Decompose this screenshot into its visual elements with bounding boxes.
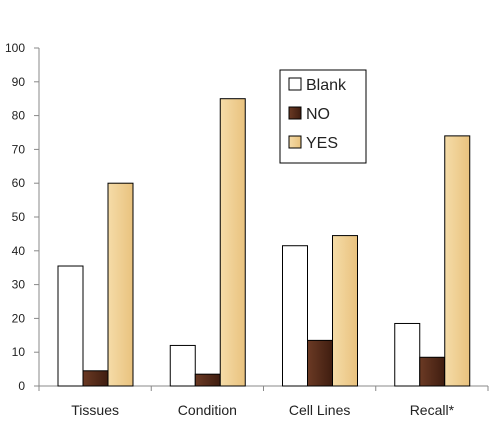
x-category-label: Condition — [178, 402, 237, 418]
x-category-label: Tissues — [71, 402, 119, 418]
bar-blank-recall- — [394, 322, 421, 387]
bar-yes-condition — [219, 98, 246, 387]
legend-label-yes: YES — [306, 135, 338, 152]
legend-swatch-no — [288, 106, 302, 120]
bar-yes-tissues — [107, 182, 134, 387]
bar-blank-cell-lines — [282, 245, 308, 387]
bar-no-condition — [194, 373, 221, 387]
y-tick-label: 10 — [12, 345, 26, 359]
y-axis: 0 10 20 30 40 50 60 70 80 90 100 — [5, 41, 40, 393]
x-axis: Tissues Condition Cell Lines Recall* — [38, 385, 489, 418]
legend-swatch-blank — [288, 77, 302, 91]
y-tick-label: 70 — [12, 142, 26, 156]
legend: Blank NO YES — [279, 69, 367, 164]
bar-yes-cell-lines — [332, 235, 358, 387]
y-tick-label: 90 — [12, 75, 26, 89]
bar-blank-tissues — [57, 265, 84, 387]
bar-no-tissues — [82, 370, 109, 387]
y-tick-label: 0 — [18, 379, 25, 393]
legend-label-blank: Blank — [306, 77, 347, 94]
y-tick-label: 60 — [12, 176, 26, 190]
y-tick-label: 30 — [12, 278, 26, 292]
legend-label-no: NO — [306, 106, 330, 123]
y-tick-label: 80 — [12, 109, 26, 123]
bar-yes-recall- — [444, 135, 471, 387]
y-tick-label: 20 — [12, 311, 26, 325]
bars — [57, 98, 471, 387]
bar-blank-condition — [169, 344, 196, 387]
bar-no-cell-lines — [307, 339, 333, 387]
y-tick-label: 100 — [5, 41, 25, 55]
bar-no-recall- — [419, 356, 446, 387]
x-category-label: Cell Lines — [289, 402, 350, 418]
x-category-label: Recall* — [410, 402, 455, 418]
y-tick-label: 40 — [12, 244, 26, 258]
y-tick-label: 50 — [12, 210, 26, 224]
legend-swatch-yes — [288, 135, 302, 149]
